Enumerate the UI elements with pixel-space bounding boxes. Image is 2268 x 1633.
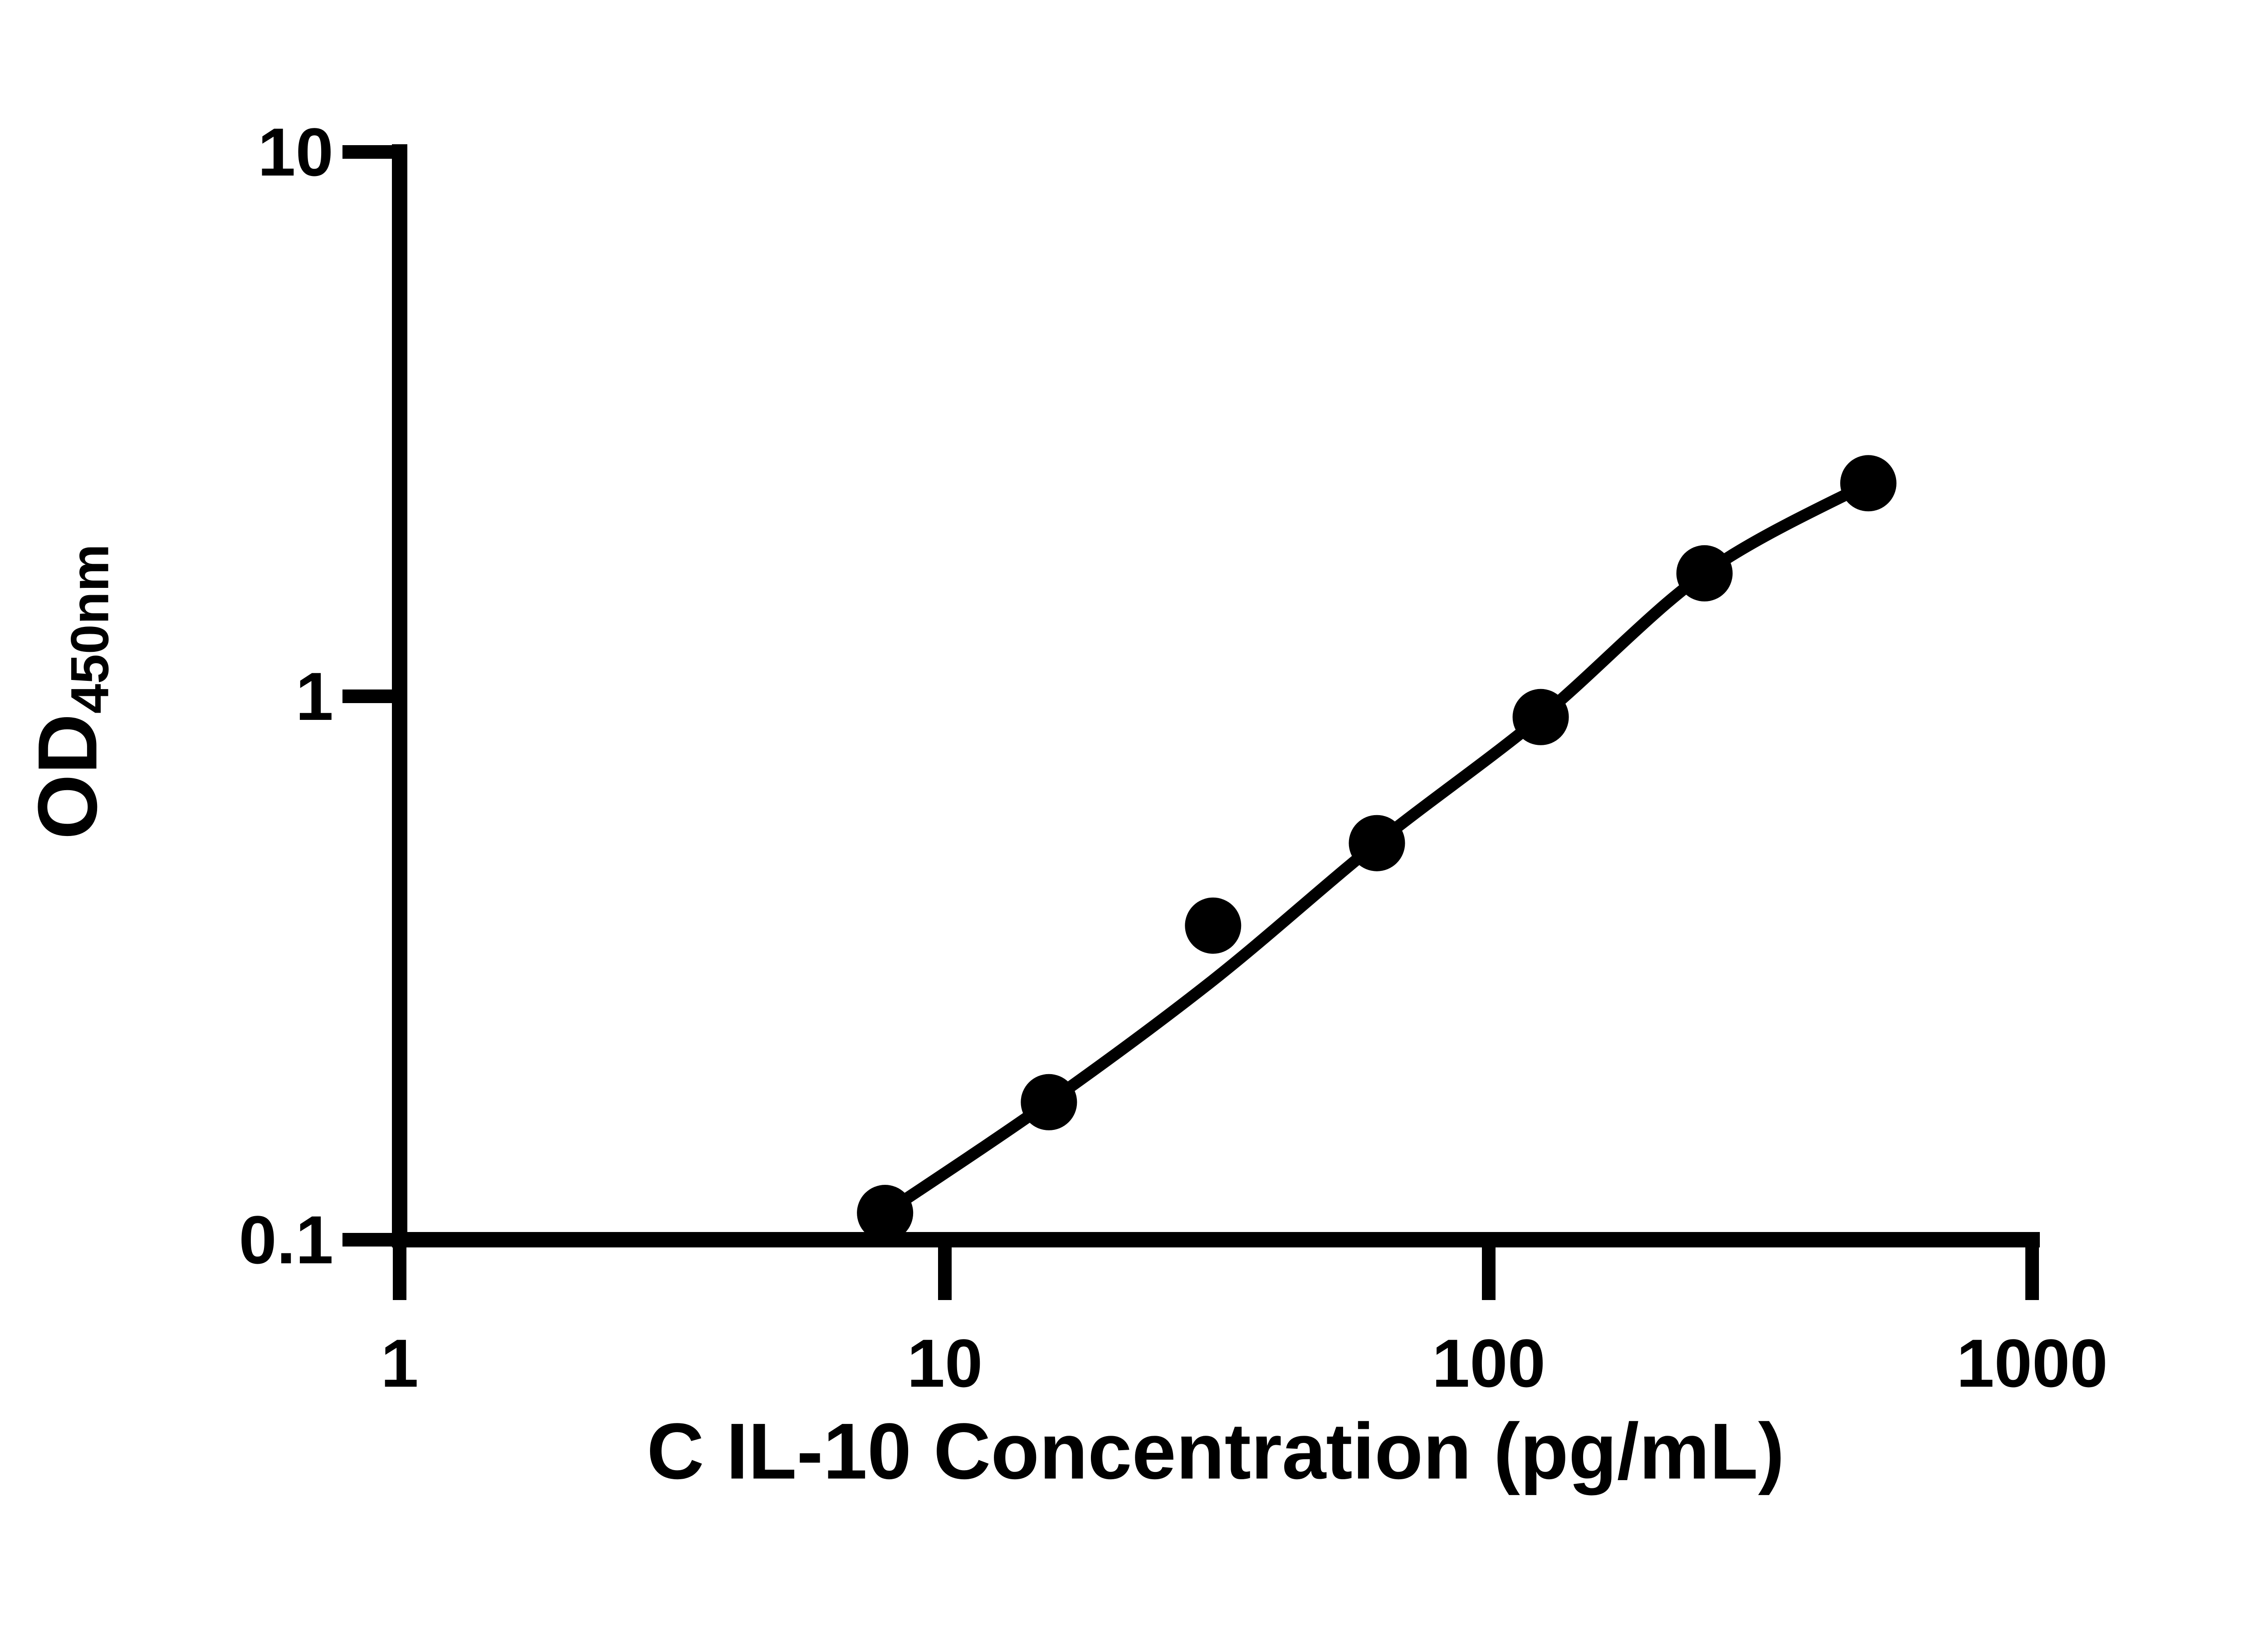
data-point-marker[interactable] xyxy=(1185,897,1242,954)
y-axis-title-main: OD xyxy=(21,714,115,840)
x-axis-title: C IL-10 Concentration (pg/mL) xyxy=(646,1407,1785,1496)
y-axis-tick-label-0-1: 0.1 xyxy=(239,1202,333,1278)
data-point-marker[interactable] xyxy=(1349,815,1405,871)
data-point-marker[interactable] xyxy=(1021,1074,1077,1130)
y-axis-tick-label-10: 10 xyxy=(258,114,333,190)
data-point-marker[interactable] xyxy=(1512,689,1569,745)
x-axis-tick-label-1000: 1000 xyxy=(1956,1325,2108,1401)
x-axis-tick-label-100: 100 xyxy=(1432,1325,1546,1401)
x-axis-tick-label-1: 1 xyxy=(381,1325,419,1401)
y-axis-title-subscript: 450nm xyxy=(60,544,120,714)
data-point-marker[interactable] xyxy=(1676,545,1733,601)
y-axis-tick-label-1: 1 xyxy=(295,658,333,734)
y-axis-title: OD450nm xyxy=(21,544,120,839)
data-point-marker[interactable] xyxy=(857,1185,914,1241)
x-axis-tick-label-10: 10 xyxy=(907,1325,983,1401)
data-point-marker[interactable] xyxy=(1840,455,1897,512)
